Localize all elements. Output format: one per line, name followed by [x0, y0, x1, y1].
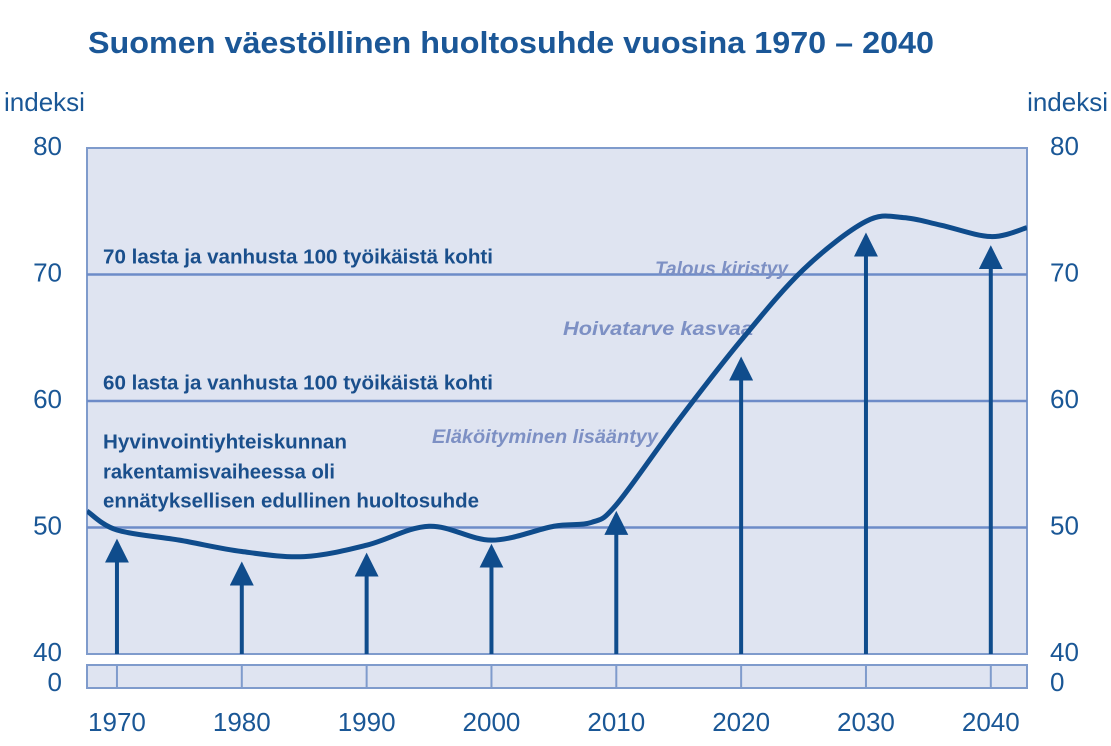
annotation: Eläköityminen lisääntyy	[432, 427, 660, 448]
y2-axis-label: indeksi	[1027, 87, 1108, 117]
x-tick-label: 2010	[587, 707, 645, 737]
y-axis-label: indeksi	[4, 87, 85, 117]
y-tick-label: 80	[33, 131, 62, 161]
y-tick-label: 50	[33, 510, 62, 540]
x-tick-label: 2040	[962, 707, 1020, 737]
x-tick-label: 2030	[837, 707, 895, 737]
y-tick-label: 70	[33, 257, 62, 287]
chart-title: Suomen väestöllinen huoltosuhde vuosina …	[88, 25, 934, 60]
axis-break-strip	[86, 664, 1028, 689]
annotation: Hyvinvointiyhteiskunnan	[103, 431, 347, 453]
annotation: Hoivatarve kasvaa	[563, 319, 753, 340]
y-tick-label: 0	[48, 667, 62, 697]
y-tick-label: 40	[33, 637, 62, 667]
annotation: 60 lasta ja vanhusta 100 työikäistä koht…	[103, 372, 493, 394]
data-line	[87, 213, 1027, 560]
y2-tick-label: 60	[1050, 384, 1079, 414]
x-tick-label: 1970	[88, 707, 146, 737]
y2-tick-label: 40	[1050, 637, 1079, 667]
annotation: ennätyksellisen edullinen huoltosuhde	[103, 490, 479, 512]
x-tick-label: 2020	[712, 707, 770, 737]
y2-tick-label: 0	[1050, 667, 1064, 697]
annotation: 70 lasta ja vanhusta 100 työikäistä koht…	[103, 246, 493, 268]
annotation: Talous kiristyy	[655, 259, 789, 280]
x-tick-label: 2000	[463, 707, 521, 737]
y2-tick-label: 70	[1050, 257, 1079, 287]
y2-tick-label: 50	[1050, 510, 1079, 540]
annotation: rakentamisvaiheessa oli	[103, 461, 335, 483]
x-tick-label: 1990	[338, 707, 396, 737]
x-tick-label: 1980	[213, 707, 271, 737]
y-tick-label: 60	[33, 384, 62, 414]
y2-tick-label: 80	[1050, 131, 1079, 161]
